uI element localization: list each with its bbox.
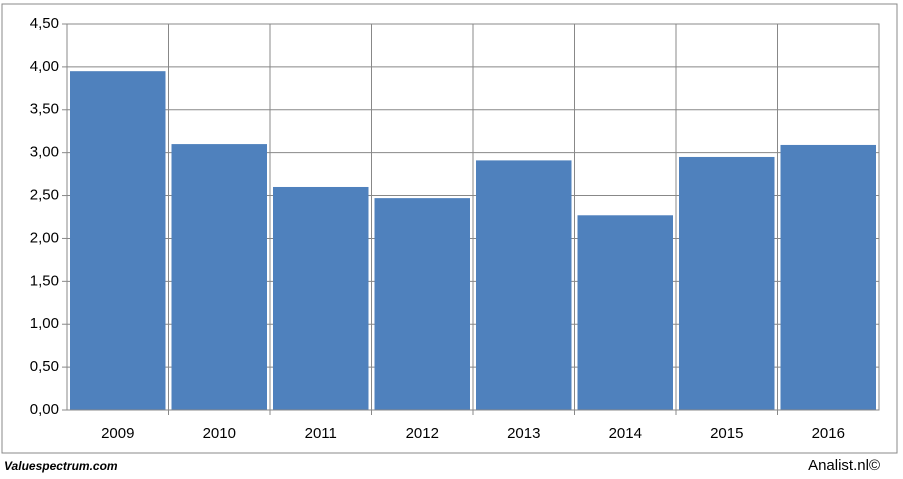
bar xyxy=(577,215,673,410)
x-tick-label: 2014 xyxy=(609,425,642,442)
x-tick-label: 2010 xyxy=(203,425,236,442)
x-tick-label: 2013 xyxy=(507,425,540,442)
bar xyxy=(70,71,166,410)
footer-left: Valuespectrum.com xyxy=(4,459,118,473)
y-tick-label: 1,00 xyxy=(30,315,59,332)
y-tick-label: 2,50 xyxy=(30,187,59,204)
x-tick-label: 2011 xyxy=(305,425,337,442)
y-tick-label: 1,50 xyxy=(30,272,59,289)
x-tick-label: 2012 xyxy=(406,425,439,442)
bar xyxy=(171,144,267,411)
x-tick-label: 2015 xyxy=(710,425,743,442)
y-tick-label: 3,50 xyxy=(30,101,59,118)
y-tick-label: 4,00 xyxy=(30,58,59,75)
bar xyxy=(273,186,369,410)
bar xyxy=(374,198,470,410)
x-tick-label: 2009 xyxy=(101,425,134,442)
bar xyxy=(780,144,876,411)
x-tick-label: 2016 xyxy=(812,425,845,442)
footer-right: Analist.nl© xyxy=(808,457,880,474)
y-tick-label: 3,00 xyxy=(30,144,59,161)
y-tick-label: 2,00 xyxy=(30,229,59,246)
y-tick-label: 0,50 xyxy=(30,358,59,375)
bar xyxy=(476,160,572,410)
bar xyxy=(679,156,775,410)
y-tick-label: 4,50 xyxy=(30,15,59,32)
y-tick-label: 0,00 xyxy=(30,401,59,418)
